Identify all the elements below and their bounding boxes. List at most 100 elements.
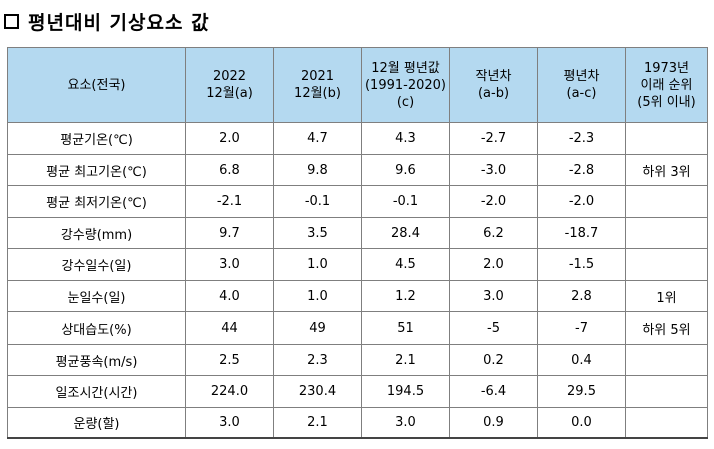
cell-normal: 2.1 (361, 344, 450, 376)
cell-normal-diff: -2.3 (537, 122, 626, 155)
cell-normal-diff: -7 (537, 311, 626, 345)
cell-normal: 3.0 (361, 407, 450, 439)
cell-2021: 9.8 (273, 154, 362, 186)
table-row: 강수량(mm) 9.7 3.5 28.4 6.2 -18.7 (7, 217, 708, 249)
header-line: 요소(전국) (67, 77, 126, 93)
cell-normal-diff: 0.4 (537, 344, 626, 376)
cell-2021: -0.1 (273, 185, 362, 218)
cell-2022: 44 (185, 311, 274, 345)
cell-2022: 3.0 (185, 407, 274, 439)
cell-2022: 6.8 (185, 154, 274, 186)
weather-comparison-table: 요소(전국) 2022 12월(a) 2021 12월(b) 12월 평년값 (… (7, 47, 708, 439)
cell-2021: 1.0 (273, 280, 362, 312)
table-row: 눈일수(일) 4.0 1.0 1.2 3.0 2.8 1위 (7, 280, 708, 312)
table-row: 평균풍속(m/s) 2.5 2.3 2.1 0.2 0.4 (7, 344, 708, 376)
header-line: 평년차 (563, 69, 600, 84)
cell-2022: 3.0 (185, 248, 274, 281)
cell-rank (625, 217, 708, 249)
cell-normal: -0.1 (361, 185, 450, 218)
cell-normal: 4.5 (361, 248, 450, 281)
header-rank: 1973년 이래 순위 (5위 이내) (625, 47, 708, 123)
cell-2022: -2.1 (185, 185, 274, 218)
cell-normal: 4.3 (361, 122, 450, 155)
cell-rank (625, 407, 708, 439)
cell-rank: 하위 5위 (625, 311, 708, 345)
cell-year-diff: -3.0 (449, 154, 538, 186)
row-label: 상대습도(%) (7, 311, 186, 345)
row-label: 운량(할) (7, 407, 186, 439)
cell-rank: 하위 3위 (625, 154, 708, 186)
row-label: 평균기온(℃) (7, 122, 186, 155)
row-label: 강수량(mm) (7, 217, 186, 249)
cell-year-diff: -5 (449, 311, 538, 345)
page-title: 평년대비 기상요소 값 (28, 11, 210, 34)
square-bullet-icon (4, 13, 19, 29)
cell-normal-diff: -18.7 (537, 217, 626, 249)
cell-2022: 224.0 (185, 375, 274, 408)
cell-2021: 4.7 (273, 122, 362, 155)
header-element: 요소(전국) (7, 47, 186, 123)
header-normal-diff: 평년차 (a-c) (537, 47, 626, 123)
header-line: (5위 이내) (637, 94, 696, 110)
cell-2022: 2.0 (185, 122, 274, 155)
row-label: 눈일수(일) (7, 280, 186, 312)
cell-year-diff: 3.0 (449, 280, 538, 312)
row-label: 일조시간(시간) (7, 375, 186, 408)
header-normal: 12월 평년값 (1991-2020) (c) (361, 47, 450, 123)
cell-normal-diff: -2.8 (537, 154, 626, 186)
header-line: (1991-2020) (364, 77, 446, 93)
table-row: 일조시간(시간) 224.0 230.4 194.5 -6.4 29.5 (7, 375, 708, 408)
header-line: (a-c) (566, 86, 597, 101)
cell-year-diff: 0.2 (449, 344, 538, 376)
row-label: 평균 최저기온(℃) (7, 185, 186, 218)
cell-year-diff: -6.4 (449, 375, 538, 408)
cell-normal: 28.4 (361, 217, 450, 249)
cell-normal-diff: 0.0 (537, 407, 626, 439)
cell-rank (625, 375, 708, 408)
table-row: 운량(할) 3.0 2.1 3.0 0.9 0.0 (7, 407, 708, 439)
page-title-row: 평년대비 기상요소 값 (4, 6, 210, 36)
cell-rank (625, 185, 708, 218)
cell-year-diff: -2.0 (449, 185, 538, 218)
header-line: 12월(a) (206, 86, 253, 101)
header-2022-dec: 2022 12월(a) (185, 47, 274, 123)
cell-2021: 230.4 (273, 375, 362, 408)
table-header-row: 요소(전국) 2022 12월(a) 2021 12월(b) 12월 평년값 (… (7, 47, 708, 123)
cell-normal-diff: 29.5 (537, 375, 626, 408)
cell-normal: 194.5 (361, 375, 450, 408)
cell-2021: 2.3 (273, 344, 362, 376)
cell-year-diff: 0.9 (449, 407, 538, 439)
header-line: (a-b) (477, 86, 510, 101)
row-label: 평균 최고기온(℃) (7, 154, 186, 186)
cell-2021: 49 (273, 311, 362, 345)
row-label: 강수일수(일) (7, 248, 186, 281)
cell-normal: 1.2 (361, 280, 450, 312)
cell-rank (625, 248, 708, 281)
header-year-diff: 작년차 (a-b) (449, 47, 538, 123)
header-line: 작년차 (475, 69, 512, 84)
table-row: 평균 최저기온(℃) -2.1 -0.1 -0.1 -2.0 -2.0 (7, 185, 708, 218)
cell-normal-diff: -2.0 (537, 185, 626, 218)
cell-rank (625, 122, 708, 155)
cell-2022: 9.7 (185, 217, 274, 249)
table-row: 평균기온(℃) 2.0 4.7 4.3 -2.7 -2.3 (7, 122, 708, 155)
cell-normal-diff: 2.8 (537, 280, 626, 312)
cell-2022: 2.5 (185, 344, 274, 376)
header-line: 12월 평년값 (371, 60, 440, 76)
cell-normal: 51 (361, 311, 450, 345)
cell-2021: 3.5 (273, 217, 362, 249)
cell-normal-diff: -1.5 (537, 248, 626, 281)
table-row: 평균 최고기온(℃) 6.8 9.8 9.6 -3.0 -2.8 하위 3위 (7, 154, 708, 186)
header-line: 2022 (212, 69, 247, 84)
cell-rank: 1위 (625, 280, 708, 312)
cell-2021: 1.0 (273, 248, 362, 281)
header-2021-dec: 2021 12월(b) (273, 47, 362, 123)
cell-2022: 4.0 (185, 280, 274, 312)
cell-year-diff: 2.0 (449, 248, 538, 281)
cell-year-diff: -2.7 (449, 122, 538, 155)
table-row: 상대습도(%) 44 49 51 -5 -7 하위 5위 (7, 311, 708, 345)
header-line: 2021 (300, 69, 335, 84)
header-line: 이래 순위 (640, 77, 693, 93)
table-row: 강수일수(일) 3.0 1.0 4.5 2.0 -1.5 (7, 248, 708, 281)
cell-normal: 9.6 (361, 154, 450, 186)
